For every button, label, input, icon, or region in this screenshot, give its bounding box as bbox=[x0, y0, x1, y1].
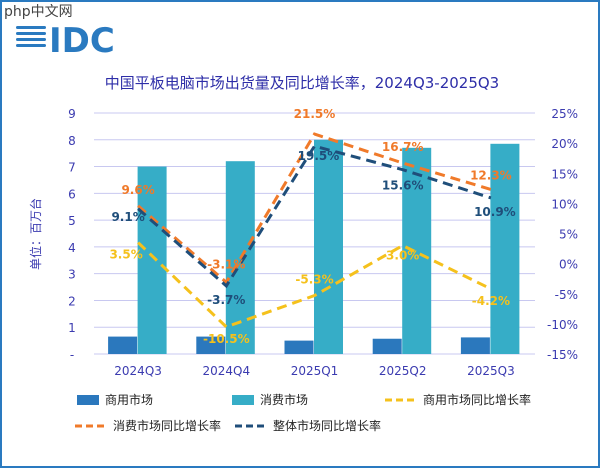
bar-consumer bbox=[137, 166, 167, 354]
y2-tick-label: 25% bbox=[551, 107, 578, 121]
y-tick-label: 3 bbox=[68, 268, 76, 282]
bar-consumer bbox=[490, 143, 520, 354]
data-label: -4.2% bbox=[472, 294, 510, 308]
line-overall-yoy bbox=[137, 144, 492, 289]
y-tick-label: 1 bbox=[68, 321, 76, 335]
y-tick-label: 6 bbox=[68, 187, 76, 201]
y2-tick-label: 5% bbox=[559, 228, 578, 242]
data-label: 9.1% bbox=[111, 210, 144, 224]
data-label: 3.0% bbox=[386, 249, 419, 263]
data-label: 19.5% bbox=[298, 149, 340, 163]
y-tick-label: 4 bbox=[68, 241, 76, 255]
data-label: 3.5% bbox=[109, 248, 142, 262]
data-label: 10.9% bbox=[474, 205, 516, 219]
legend-label: 商用市场 bbox=[105, 392, 153, 407]
data-label: -5.3% bbox=[295, 273, 333, 287]
chart-title: 中国平板电脑市场出货量及同比增长率，2024Q3-2025Q3 bbox=[105, 74, 499, 92]
data-label: 12.3% bbox=[470, 169, 512, 183]
y2-tick-label: -15% bbox=[547, 348, 578, 362]
watermark: php中文网 bbox=[4, 4, 73, 20]
y-tick-label: 8 bbox=[68, 134, 76, 148]
y-tick-label: 2 bbox=[68, 294, 76, 308]
legend-swatch bbox=[232, 395, 254, 405]
data-label: 21.5% bbox=[294, 107, 336, 121]
x-tick-label: 2025Q1 bbox=[291, 364, 339, 378]
bar-consumer bbox=[402, 147, 432, 354]
y2-tick-label: 20% bbox=[551, 137, 578, 151]
y2-tick-label: 15% bbox=[551, 167, 578, 181]
line-consumer-yoy bbox=[137, 132, 492, 285]
legend-swatch bbox=[77, 395, 99, 405]
x-tick-label: 2024Q3 bbox=[114, 364, 162, 378]
x-tick-label: 2025Q2 bbox=[379, 364, 427, 378]
x-tick-label: 2025Q3 bbox=[467, 364, 515, 378]
y2-tick-label: -10% bbox=[547, 318, 578, 332]
bar-commercial bbox=[196, 336, 226, 354]
data-label: 16.7% bbox=[382, 140, 424, 154]
logo: IDC php中文网 bbox=[4, 4, 115, 61]
data-label: -3.1% bbox=[207, 257, 245, 271]
y2-tick-label: -5% bbox=[555, 288, 578, 302]
bar-consumer bbox=[314, 139, 343, 354]
y2-tick-label: 10% bbox=[551, 197, 578, 211]
y-tick-label: 7 bbox=[68, 161, 76, 175]
y-axis-label: 单位：百万台 bbox=[28, 198, 43, 270]
bar-commercial bbox=[460, 337, 490, 354]
bar-commercial bbox=[372, 338, 402, 354]
legend-label: 商用市场同比增长率 bbox=[423, 392, 531, 407]
bar-commercial bbox=[284, 340, 314, 354]
bar-commercial bbox=[108, 336, 138, 354]
x-tick-label: 2024Q4 bbox=[202, 364, 250, 378]
data-label: 9.6% bbox=[121, 183, 154, 197]
y2-tick-label: 0% bbox=[559, 258, 578, 272]
data-label: 15.6% bbox=[382, 179, 424, 193]
data-label: -10.5% bbox=[203, 332, 250, 346]
legend-label: 消费市场同比增长率 bbox=[113, 418, 221, 433]
y-tick-label: - bbox=[70, 348, 74, 362]
line-commercial-yoy bbox=[137, 241, 492, 329]
y-tick-label: 9 bbox=[68, 107, 76, 121]
legend-label: 整体市场同比增长率 bbox=[273, 418, 381, 433]
logo-text: IDC bbox=[49, 21, 115, 61]
data-label: -3.7% bbox=[207, 293, 245, 307]
legend-label: 消费市场 bbox=[260, 392, 308, 407]
y-tick-label: 5 bbox=[68, 214, 76, 228]
